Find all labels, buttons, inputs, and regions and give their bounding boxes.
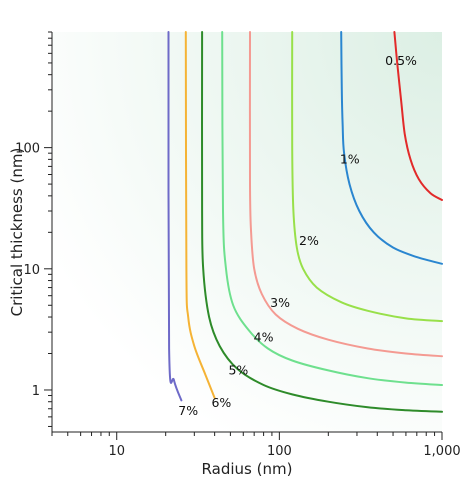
y-tick-label: 10 — [23, 263, 40, 278]
x-axis-title: Radius (nm) — [202, 460, 293, 478]
y-axis-title: Critical thickness (nm) — [8, 148, 26, 317]
contour-label-3pct: 3% — [270, 295, 290, 310]
contour-label-4pct: 4% — [254, 330, 274, 345]
y-tick-label: 100 — [15, 142, 40, 157]
contour-label-6pct: 6% — [211, 395, 231, 410]
contour-label-5pct: 5% — [228, 362, 248, 377]
contour-label-2pct: 2% — [299, 233, 319, 248]
contour-label-1pct: 1% — [340, 151, 360, 166]
contour-labels: 7% 6% 5% 4% 3% 2% 1% 0.5% — [178, 53, 417, 418]
contour-line-6pct — [184, 31, 216, 399]
x-ticks: 10 100 1,000 — [51, 432, 461, 459]
contour-line-5pct — [201, 31, 443, 413]
contour-line-2pct — [291, 31, 443, 323]
contour-line-1pct — [340, 31, 443, 265]
contour-line-0-5pct — [393, 31, 443, 201]
axes: 10 100 1,000 1 10 100 — [15, 31, 461, 459]
x-tick-label: 10 — [108, 444, 125, 459]
contour-label-7pct: 7% — [178, 403, 198, 418]
x-tick-label: 1,000 — [423, 444, 460, 459]
y-tick-label: 1 — [32, 384, 40, 399]
contour-label-0-5pct: 0.5% — [385, 53, 417, 68]
contour-lines — [167, 31, 443, 413]
contour-line-3pct — [248, 31, 443, 358]
x-tick-label: 100 — [267, 444, 292, 459]
contour-line-7pct — [167, 31, 183, 402]
plot-background — [52, 32, 442, 432]
contour-line-4pct — [221, 31, 443, 386]
y-ticks: 1 10 100 — [15, 31, 52, 427]
